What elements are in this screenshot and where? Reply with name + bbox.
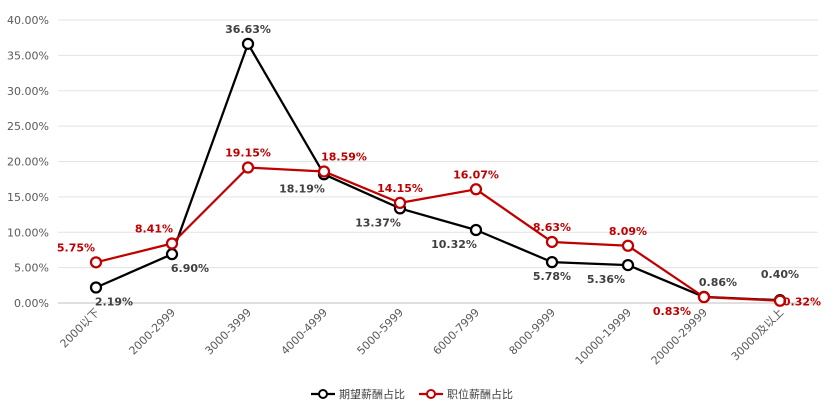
data-point	[165, 237, 179, 250]
data-label: 8.41%	[135, 222, 173, 235]
gridlines	[58, 19, 818, 304]
x-tick-label: 5000-5999	[355, 306, 407, 358]
legend-marker	[426, 389, 436, 399]
data-label: 10.32%	[431, 238, 477, 251]
data-point	[241, 161, 255, 174]
y-axis: 0.00% 5.00% 10.00% 15.00% 20.00% 25.00% 30.00%…	[7, 14, 49, 310]
x-tick-label: 30000及以上	[729, 306, 786, 363]
data-label: 5.36%	[587, 273, 625, 286]
data-label: 0.40%	[761, 268, 799, 281]
data-label: 0.83%	[653, 305, 691, 318]
series-line-0	[95, 42, 781, 302]
data-label: 13.37%	[355, 216, 401, 229]
data-label: 14.15%	[377, 182, 423, 195]
y-tick-label: 10.00%	[7, 226, 49, 239]
y-tick-label: 5.00%	[14, 262, 49, 275]
data-label: 18.59%	[321, 150, 367, 163]
data-label: 18.19%	[279, 182, 325, 195]
data-point	[393, 196, 407, 210]
data-label: 8.09%	[609, 225, 647, 238]
data-point	[241, 37, 255, 50]
data-point	[545, 255, 559, 269]
y-tick-label: 30.00%	[7, 85, 49, 98]
legend-marker	[318, 389, 328, 399]
data-labels-layer: 2.19% 6.90% 36.63% 18.19% 13.37% 10.32% 5.78% 5…	[57, 23, 821, 318]
data-label: 19.15%	[225, 147, 271, 160]
y-tick-label: 25.00%	[7, 120, 49, 133]
legend-label: 期望薪酬占比	[339, 387, 405, 401]
data-label: 6.90%	[171, 262, 209, 275]
data-label: 2.19%	[95, 296, 133, 309]
y-tick-label: 15.00%	[7, 191, 49, 204]
y-tick-label: 20.00%	[7, 156, 49, 169]
data-point	[697, 291, 711, 304]
data-label: 5.78%	[533, 270, 571, 283]
data-point	[317, 165, 331, 178]
x-tick-label: 10000-19999	[573, 306, 634, 367]
x-tick-label: 2000以下	[58, 306, 103, 351]
data-label: 16.07%	[453, 168, 499, 181]
data-point	[621, 239, 635, 252]
data-point	[469, 223, 483, 237]
series-line-1	[95, 166, 781, 302]
x-tick-label: 3000-3999	[203, 306, 255, 358]
x-tick-label: 4000-4999	[279, 306, 331, 358]
y-tick-label: 35.00%	[7, 49, 49, 62]
series-layer	[89, 37, 787, 307]
x-tick-label: 8000-9999	[507, 306, 559, 358]
data-point	[89, 256, 103, 269]
data-point	[773, 294, 787, 307]
data-point	[469, 183, 483, 196]
data-label: 0.32%	[783, 296, 821, 309]
data-point	[89, 281, 103, 294]
data-label: 5.75%	[57, 241, 95, 254]
data-point	[165, 248, 179, 261]
data-label: 8.63%	[533, 221, 571, 234]
x-tick-label: 6000-7999	[431, 306, 483, 358]
y-tick-label: 0.00%	[14, 297, 49, 310]
legend: 期望薪酬占比 职位薪酬占比	[311, 387, 513, 401]
data-label: 36.63%	[225, 23, 271, 36]
x-tick-label: 2000-2999	[127, 306, 179, 358]
y-tick-label: 40.00%	[7, 14, 49, 27]
legend-label: 职位薪酬占比	[447, 387, 513, 401]
data-point	[545, 235, 559, 249]
data-label: 0.86%	[699, 276, 737, 289]
data-point	[621, 258, 635, 272]
